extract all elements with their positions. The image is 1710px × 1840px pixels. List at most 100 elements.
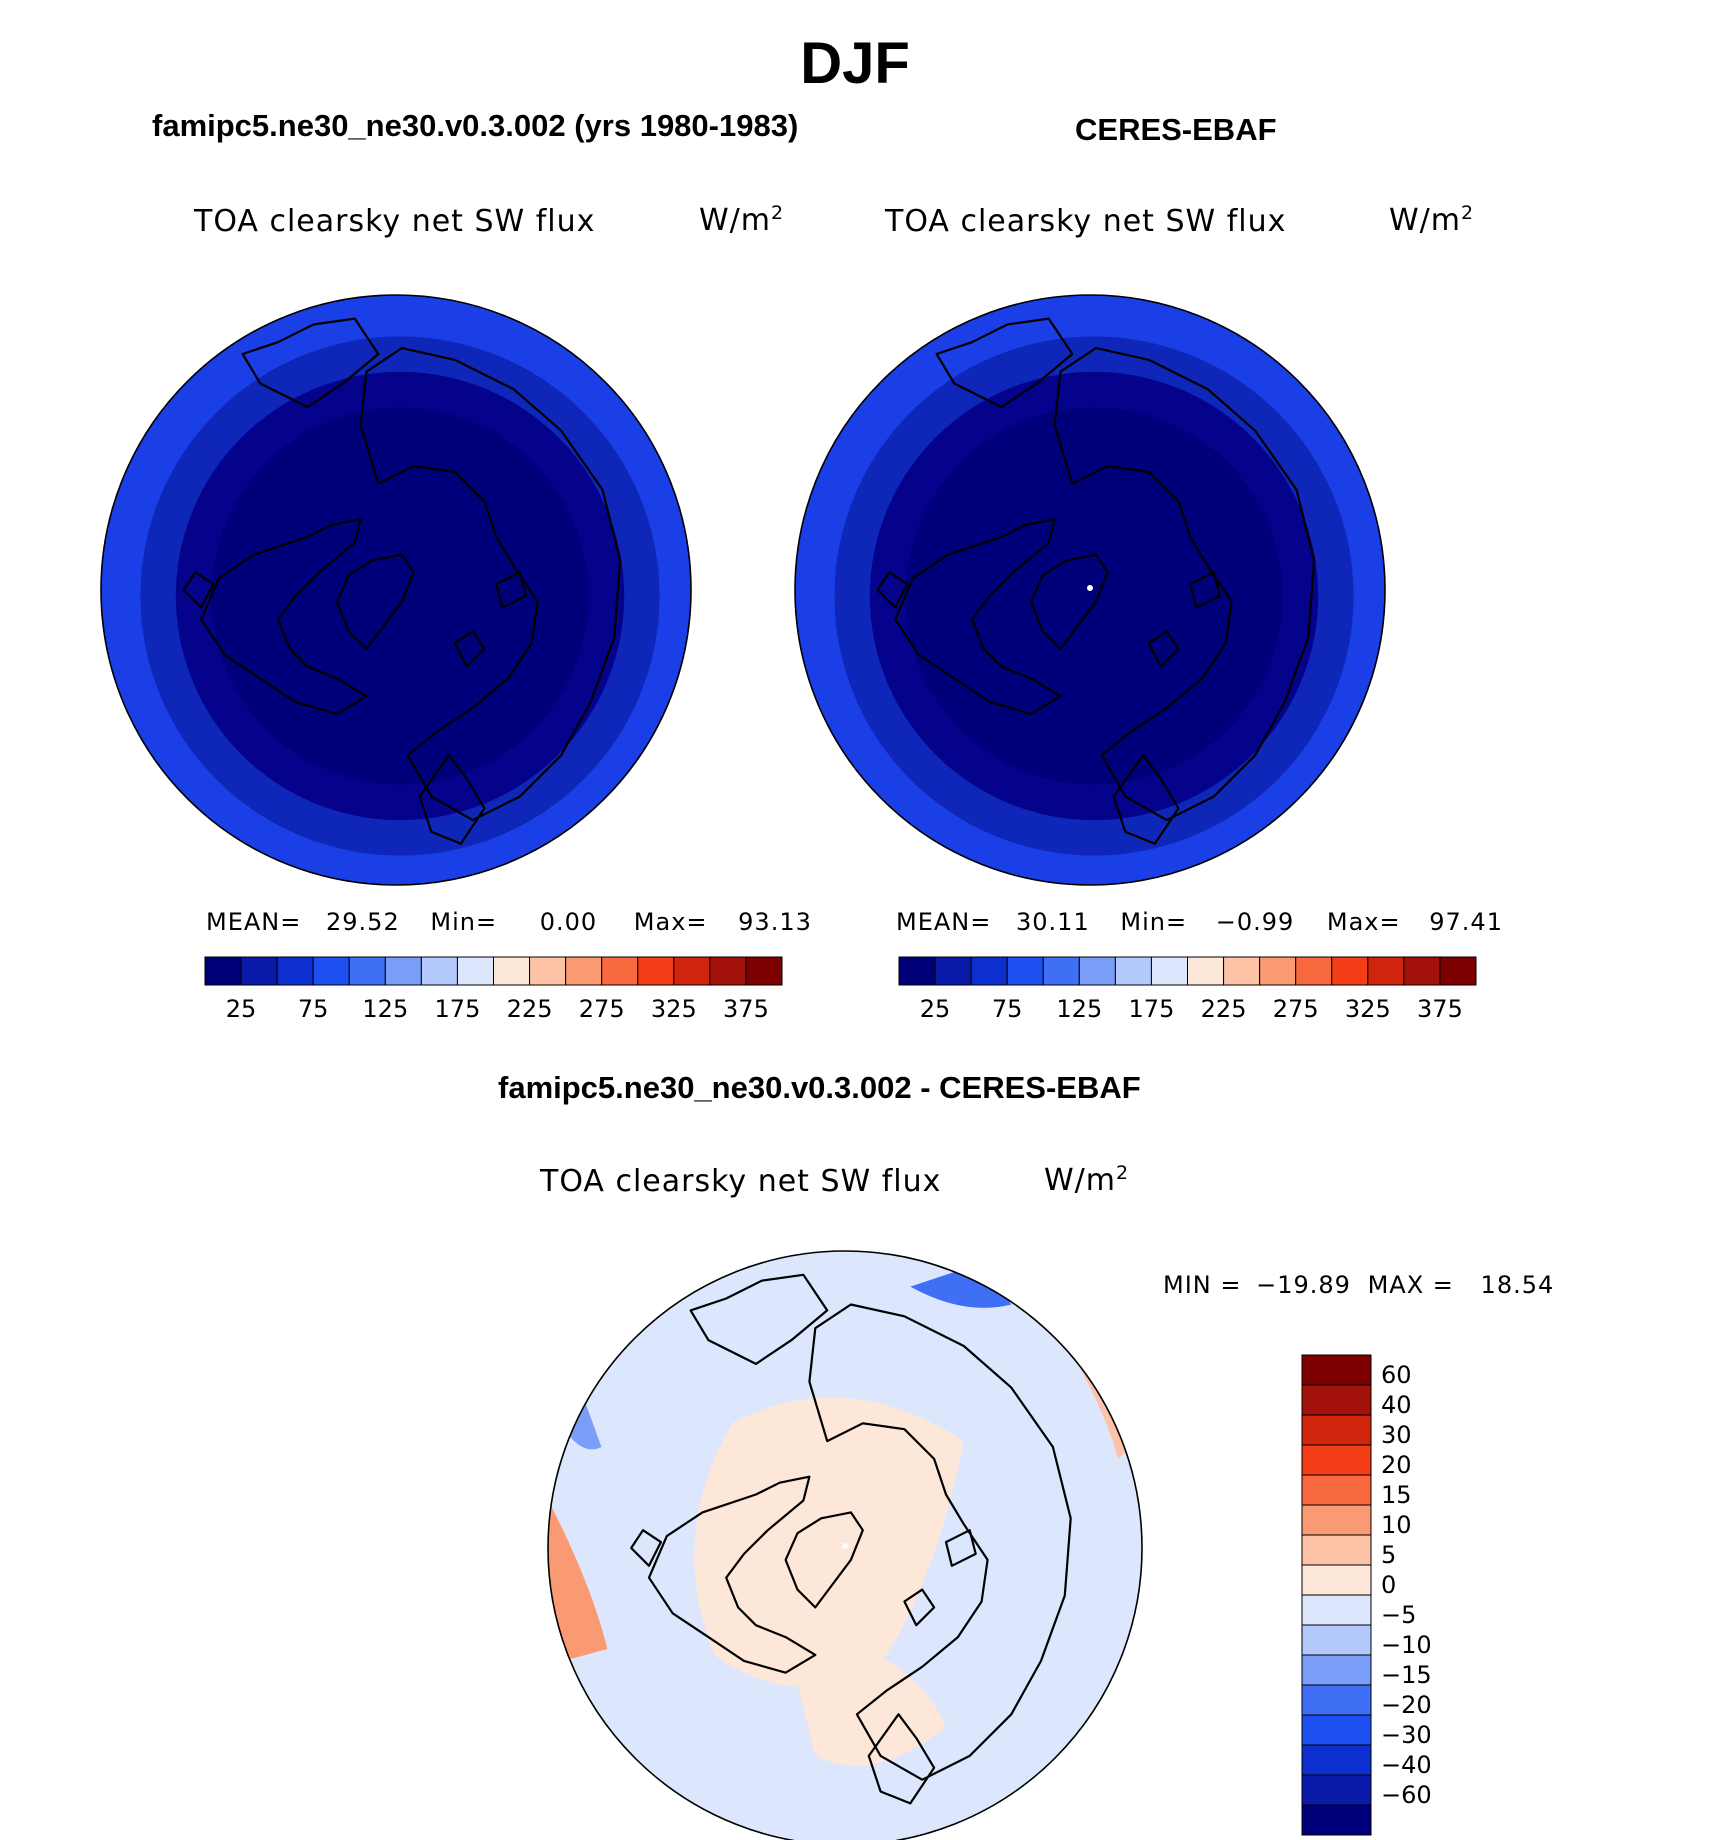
colorbar-box	[456, 956, 494, 986]
panel2-max-value: 97.41	[1429, 908, 1503, 936]
colorbar-box	[1331, 956, 1369, 986]
panel1-subtitle: famipc5.ne30_ne30.v0.3.002 (yrs 1980-198…	[152, 108, 799, 143]
panel1-units-exp: 2	[771, 202, 785, 224]
map-border	[100, 294, 692, 886]
panel2-mean-value: 30.11	[1016, 908, 1090, 936]
polar-map-1	[100, 294, 692, 886]
colorbar-tick-label: 30	[1381, 1421, 1412, 1449]
coastline	[495, 571, 527, 609]
coastline	[647, 1475, 817, 1674]
colorbar-box	[1042, 956, 1080, 986]
panel2-subtitle: CERES-EBAF	[1075, 112, 1277, 147]
colorbar-box	[1150, 956, 1188, 986]
colorbar-tick-label: 60	[1381, 1361, 1412, 1389]
colorbar-box	[529, 956, 567, 986]
colorbar-tick-label: −20	[1381, 1691, 1432, 1719]
panel3-min-value: −19.89	[1256, 1271, 1351, 1299]
panel2-units-base: W/m	[1389, 203, 1461, 238]
colorbar-box	[1301, 1744, 1372, 1776]
panel2-min-label: Min=	[1120, 908, 1188, 936]
colorbar-box	[970, 956, 1008, 986]
colorbar-tick-label: 325	[1345, 995, 1391, 1023]
field-zone	[785, 1637, 946, 1766]
panel3-units-exp: 2	[1116, 1162, 1130, 1184]
coastline	[1029, 553, 1109, 651]
colorbar-box	[673, 956, 711, 986]
colorbar-tick-label: 325	[651, 995, 697, 1023]
colorbar-tick-label: 0	[1381, 1571, 1396, 1599]
panel1-variable-title: TOA clearsky net SW flux	[194, 204, 596, 239]
colorbar-box	[348, 956, 386, 986]
colorbar-box	[1187, 956, 1225, 986]
colorbar-box	[1301, 1414, 1372, 1446]
colorbar-tick-label: 125	[1056, 995, 1102, 1023]
panel3-stats: MIN = −19.89 MAX = 18.54	[1163, 1271, 1554, 1299]
colorbar-box	[1006, 956, 1044, 986]
panel1-max-value: 93.13	[738, 908, 812, 936]
colorbar-box	[1301, 1654, 1372, 1686]
colorbar-box	[565, 956, 603, 986]
colorbar-tick-label: 225	[507, 995, 553, 1023]
colorbar-box	[1301, 1384, 1372, 1416]
colorbar-tick-label: 25	[226, 995, 257, 1023]
polar-map-2	[794, 294, 1386, 886]
colorbar-box	[898, 956, 936, 986]
polar-map-3	[547, 1250, 1143, 1840]
coastline	[944, 1529, 977, 1567]
colorbar-box	[240, 956, 278, 986]
panel3-max-label: MAX =	[1367, 1271, 1454, 1299]
colorbar-box	[1223, 956, 1261, 986]
panel2-variable-title: TOA clearsky net SW flux	[885, 204, 1287, 239]
coastline	[935, 317, 1074, 409]
coastline	[876, 571, 909, 609]
panel3-subtitle: famipc5.ne30_ne30.v0.3.002 - CERES-EBAF	[498, 1070, 1141, 1105]
colorbar-box	[1301, 1714, 1372, 1746]
colorbar-box	[637, 956, 675, 986]
coastline	[903, 1588, 936, 1627]
field-zone	[905, 407, 1283, 785]
colorbar-box	[934, 956, 972, 986]
panel1-mean-value: 29.52	[326, 908, 400, 936]
map-border	[547, 1250, 1143, 1840]
colorbar-tick-label: −40	[1381, 1751, 1432, 1779]
colorbar-box	[1301, 1594, 1372, 1626]
colorbar-box	[1301, 1624, 1372, 1656]
panel2-units-exp: 2	[1461, 202, 1475, 224]
colorbar-tick-label: 20	[1381, 1451, 1412, 1479]
panel1-mean-label: MEAN=	[206, 908, 302, 936]
panel2-mean-label: MEAN=	[896, 908, 992, 936]
colorbar-box	[1301, 1444, 1372, 1476]
colorbar-tick-label: 15	[1381, 1481, 1412, 1509]
panel3-min-label: MIN =	[1163, 1271, 1242, 1299]
coastline	[1112, 754, 1180, 845]
colorbar-tick-label: −5	[1381, 1601, 1416, 1629]
coastline	[453, 630, 486, 668]
coastline	[1189, 571, 1221, 609]
field-zone	[548, 1488, 608, 1667]
coastline	[359, 347, 622, 822]
coastline	[1053, 347, 1316, 822]
panel3-variable-title: TOA clearsky net SW flux	[540, 1164, 942, 1199]
colorbar-box	[1259, 956, 1297, 986]
panel2-units: W/m2	[1389, 202, 1474, 238]
colorbar-tick-label: −10	[1381, 1631, 1432, 1659]
colorbar-box	[1301, 1504, 1372, 1536]
colorbar-tick-label: 5	[1381, 1541, 1396, 1569]
panel1-max-label: Max=	[633, 908, 708, 936]
colorbar-tick-label: 25	[920, 995, 951, 1023]
colorbar-1: 25 75 125 175 225 275 325 375	[204, 956, 783, 1023]
coastline	[200, 518, 368, 715]
colorbar-box	[1301, 1534, 1372, 1566]
colorbar-box	[1301, 1774, 1372, 1806]
colorbar-box	[1295, 956, 1333, 986]
colorbar-tick-label: 40	[1381, 1391, 1412, 1419]
colorbar-tick-label: −30	[1381, 1721, 1432, 1749]
panel1-units-base: W/m	[699, 203, 771, 238]
colorbar-box	[276, 956, 314, 986]
colorbar-tick-label: 275	[579, 995, 625, 1023]
coastline	[808, 1303, 1072, 1781]
colorbar-box	[1367, 956, 1405, 986]
colorbar-box	[420, 956, 458, 986]
colorbar-box	[312, 956, 350, 986]
colorbar-box	[709, 956, 747, 986]
